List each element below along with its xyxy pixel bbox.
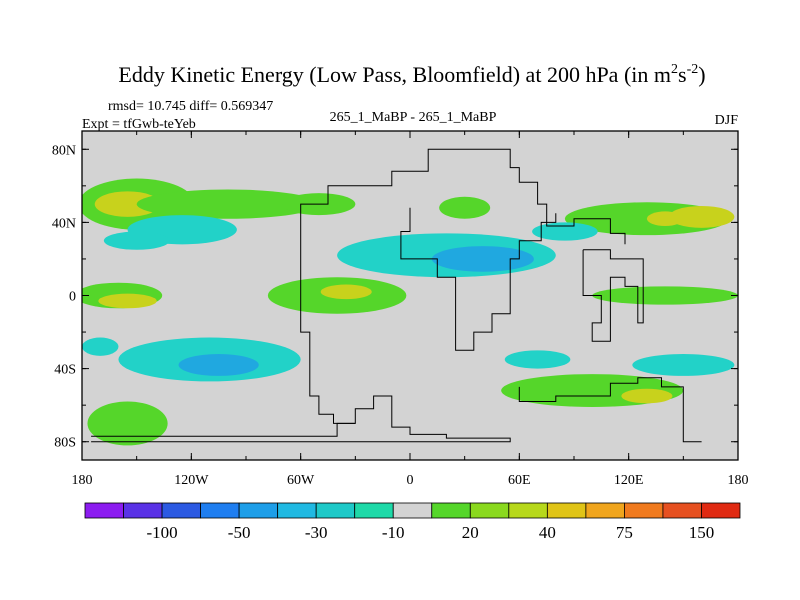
- contour-region: [439, 196, 491, 219]
- y-tick-label: 80S: [54, 436, 76, 451]
- colorbar-label: 150: [689, 523, 715, 542]
- colorbar-label: -10: [382, 523, 405, 542]
- y-tick-label: 80N: [52, 143, 76, 158]
- contour-region: [592, 286, 738, 305]
- contour-region: [431, 246, 534, 272]
- colorbar-swatch: [392, 502, 433, 519]
- x-tick-label: 180: [72, 473, 93, 488]
- colorbar-swatch: [161, 502, 201, 519]
- season-label: DJF: [715, 113, 739, 128]
- contour-region: [98, 293, 157, 309]
- experiment-label: Expt = tfGwb-teYeb: [82, 117, 196, 132]
- colorbar-label: 75: [616, 523, 633, 542]
- contour-region: [103, 231, 170, 250]
- x-tick-label: 60E: [508, 473, 531, 488]
- contour-region: [668, 205, 735, 228]
- colorbar-swatch: [431, 502, 471, 519]
- colorbar-swatch: [315, 502, 356, 519]
- contour-region: [82, 337, 119, 356]
- colorbar-swatch: [546, 502, 587, 519]
- land-outline-segment: [300, 148, 626, 424]
- axis-ticks: 180 120W 60W 0 60E 120E 180 80N 40N 0 40S 80S: [52, 131, 749, 488]
- contour-region: [632, 353, 735, 376]
- colorbar-label: -100: [146, 523, 177, 542]
- contour-region: [94, 191, 161, 217]
- colorbar-label: 40: [539, 523, 556, 542]
- x-tick-label: 0: [407, 473, 414, 488]
- contour-region: [320, 284, 372, 300]
- colorbar: -100 -50 -30 -10 20 40 75 150: [84, 502, 741, 542]
- land-outline-segment: [582, 249, 644, 342]
- colorbar-swatch: [701, 502, 741, 519]
- colorbar-label: 20: [462, 523, 479, 542]
- y-tick-label: 0: [69, 290, 76, 305]
- contour-region: [136, 189, 319, 219]
- colorbar-swatch: [277, 502, 317, 519]
- contour-region: [532, 222, 598, 241]
- colorbar-swatch: [469, 502, 510, 519]
- colorbar-swatch: [508, 502, 548, 519]
- contour-region: [87, 401, 168, 446]
- field-contours: [82, 178, 738, 446]
- colorbar-swatch: [354, 502, 394, 519]
- y-tick-label: 40N: [52, 216, 76, 231]
- chart-title: Eddy Kinetic Energy (Low Pass, Bloomfiel…: [118, 62, 705, 87]
- colorbar-label: -30: [305, 523, 328, 542]
- contour-region: [504, 350, 571, 369]
- x-tick-label: 120W: [174, 473, 209, 488]
- contour-region: [646, 211, 684, 227]
- colorbar-swatch: [200, 502, 240, 519]
- contour-region: [178, 353, 259, 376]
- colorbar-label: -50: [228, 523, 251, 542]
- case-label: 265_1_MaBP - 265_1_MaBP: [330, 110, 497, 125]
- x-tick-label: 180: [728, 473, 749, 488]
- y-tick-label: 40S: [54, 363, 76, 378]
- colorbar-swatch: [662, 502, 702, 519]
- land-outline: [91, 148, 702, 443]
- contour-region: [621, 388, 673, 404]
- land-outline-segment: [400, 207, 557, 351]
- land-outline-segment: [518, 377, 702, 443]
- stats-label: rmsd= 10.745 diff= 0.569347: [108, 99, 273, 114]
- colorbar-swatch: [585, 502, 625, 519]
- colorbar-swatch: [123, 502, 163, 519]
- x-tick-label: 60W: [287, 473, 315, 488]
- colorbar-swatch: [84, 502, 124, 519]
- colorbar-swatch: [624, 502, 664, 519]
- colorbar-swatch: [238, 502, 279, 519]
- x-tick-label: 120E: [614, 473, 644, 488]
